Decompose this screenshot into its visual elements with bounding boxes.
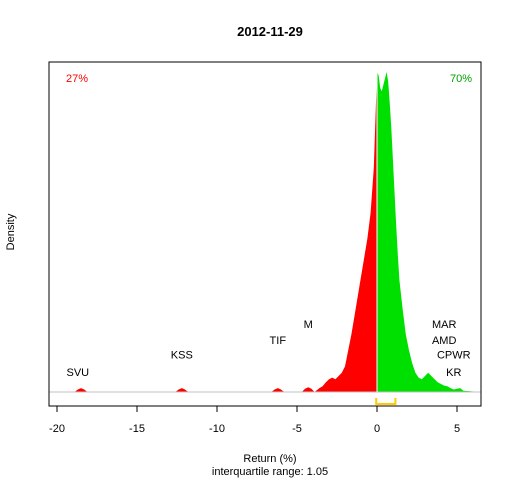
positive-return-area (377, 72, 481, 392)
annotation-kss: KSS (171, 349, 193, 361)
annotation-svu: SVU (66, 367, 89, 379)
x-tick-label: -5 (292, 423, 302, 435)
chart-title: 2012-11-29 (237, 24, 303, 39)
ticker-annotations: SVU KSS TIF M MAR AMD CPWR KR (66, 319, 470, 379)
x-tick-label: -20 (49, 423, 65, 435)
annotation-tif: TIF (270, 335, 287, 347)
annotation-m: M (304, 319, 313, 331)
annotation-cpwr: CPWR (437, 349, 471, 361)
annotation-amd: AMD (432, 335, 457, 347)
annotation-mar: MAR (432, 319, 457, 331)
x-tick-label: -15 (129, 423, 145, 435)
y-axis-label: Density (5, 213, 17, 250)
iqr-subtitle: interquartile range: 1.05 (212, 466, 328, 478)
iqr-bracket (375, 398, 397, 405)
density-area (49, 72, 481, 392)
x-tick-label: 5 (454, 423, 460, 435)
x-tick-label: 0 (374, 423, 380, 435)
x-axis: -20 -15 -10 -5 0 5 (49, 405, 460, 435)
x-tick-label: -10 (209, 423, 225, 435)
annotation-kr: KR (446, 367, 461, 379)
negative-share-label: 27% (66, 73, 88, 85)
positive-share-label: 70% (450, 73, 472, 85)
x-axis-label: Return (%) (243, 453, 296, 465)
negative-return-area (49, 72, 377, 392)
plot-frame (48, 61, 482, 407)
